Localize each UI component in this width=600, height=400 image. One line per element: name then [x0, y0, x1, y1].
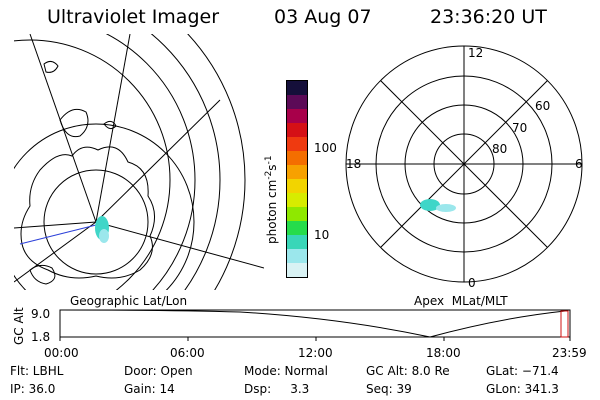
geographic-map [14, 34, 264, 290]
time-tick-2359: 23:59 [552, 346, 587, 360]
time-tick-1800: 18:00 [426, 346, 461, 360]
colorbar-band [287, 221, 307, 235]
ip-value: IP: 36.0 [10, 382, 56, 396]
unit-exp-s: -1 [264, 155, 274, 165]
colorbar-band [287, 179, 307, 193]
unit-exp-cm: -2 [264, 170, 274, 180]
current-time-marker [560, 310, 569, 338]
colorbar-tick-10: 10 [314, 228, 330, 242]
mlat-label-80: 80 [492, 142, 508, 156]
gain-value: Gain: 14 [124, 382, 175, 396]
geo-map-caption: Geographic Lat/Lon [70, 294, 188, 308]
instrument-title: Ultraviolet Imager [47, 6, 220, 28]
polar-map-caption: Apex MLat/MLT [414, 294, 508, 308]
observation-time: 23:36:20 UT [430, 6, 547, 28]
colorbar-band [287, 95, 307, 109]
unit-prefix: photon cm [265, 179, 279, 244]
glat-value: GLat: −71.4 [486, 364, 559, 378]
glon-value: GLon: 341.3 [486, 382, 559, 396]
seq-value: Seq: 39 [366, 382, 412, 396]
colorbar [286, 80, 308, 278]
mlt-label-12: 12 [468, 46, 484, 60]
mlat-label-70: 70 [512, 121, 528, 135]
time-tick-1200: 12:00 [298, 346, 333, 360]
colorbar-band [287, 235, 307, 249]
colorbar-band [287, 81, 307, 95]
altitude-track [59, 309, 571, 341]
mlt-label-6: 6 [575, 157, 583, 171]
colorbar-band [287, 151, 307, 165]
time-tick-0000: 00:00 [44, 346, 79, 360]
colorbar-unit-label: photon cm-2s-1 [262, 155, 292, 244]
colorbar-tick-100: 100 [314, 141, 337, 155]
mode-value: Mode: Normal [244, 364, 328, 378]
colorbar-band [287, 193, 307, 207]
altitude-ylabel: GC Alt [12, 307, 26, 345]
colorbar-band [287, 263, 307, 277]
mlt-label-18: 18 [346, 157, 362, 171]
mlat-label-60: 60 [535, 99, 551, 113]
dsp-value: Dsp: 3.3 [244, 382, 310, 396]
observation-date: 03 Aug 07 [274, 6, 372, 28]
colorbar-band [287, 123, 307, 137]
colorbar-band [287, 137, 307, 151]
unit-s: s [265, 164, 279, 171]
colorbar-band [287, 207, 307, 221]
altitude-ytick-1-8: 1.8 [31, 330, 51, 344]
filter-value: Flt: LBHL [10, 364, 64, 378]
polar-plot [345, 45, 583, 283]
colorbar-band [287, 109, 307, 123]
door-value: Door: Open [124, 364, 193, 378]
colorbar-band [287, 165, 307, 179]
time-tick-0600: 06:00 [170, 346, 205, 360]
mlt-label-0: 0 [468, 276, 476, 290]
colorbar-band [287, 249, 307, 263]
altitude-ytick-9: 9.0 [31, 307, 51, 321]
gc-alt-value: GC Alt: 8.0 Re [366, 364, 450, 378]
